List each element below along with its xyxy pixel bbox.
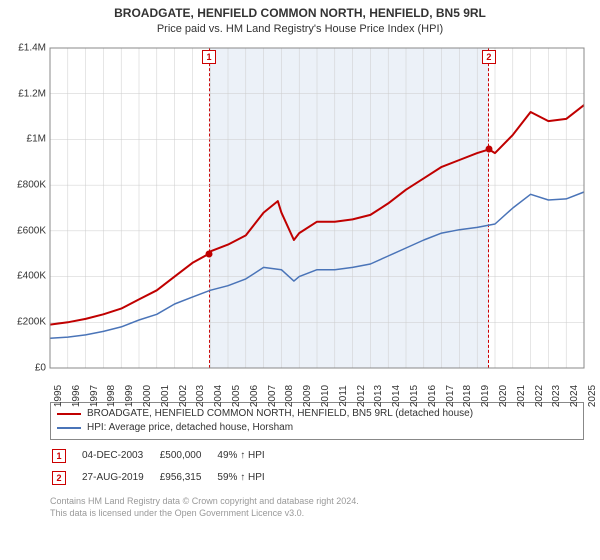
marker-pct: 59% ↑ HPI — [217, 468, 278, 488]
x-axis-label: 1999 — [124, 385, 135, 407]
marker-price: £956,315 — [160, 468, 216, 488]
legend-row: HPI: Average price, detached house, Hors… — [57, 421, 577, 435]
x-axis-label: 2012 — [356, 385, 367, 407]
x-axis-label: 2024 — [569, 385, 580, 407]
x-axis-label: 2016 — [427, 385, 438, 407]
marker-number-box: 1 — [52, 449, 66, 463]
y-axis-label: £800K — [8, 180, 46, 191]
marker-price: £500,000 — [160, 446, 216, 466]
x-axis-label: 2014 — [391, 385, 402, 407]
x-axis-label: 2003 — [195, 385, 206, 407]
x-axis-label: 2006 — [249, 385, 260, 407]
y-axis-label: £600K — [8, 225, 46, 236]
legend: BROADGATE, HENFIELD COMMON NORTH, HENFIE… — [50, 402, 584, 440]
x-axis-label: 2019 — [480, 385, 491, 407]
x-axis-label: 2009 — [302, 385, 313, 407]
x-axis-label: 2013 — [373, 385, 384, 407]
marker-pct: 49% ↑ HPI — [217, 446, 278, 466]
marker-table: 1 04-DEC-2003£500,00049% ↑ HPI 2 27-AUG-201… — [50, 444, 281, 490]
y-axis-label: £400K — [8, 271, 46, 282]
table-row: 2 27-AUG-2019£956,31559% ↑ HPI — [52, 468, 279, 488]
callout-marker: 2 — [482, 50, 496, 64]
legend-row: BROADGATE, HENFIELD COMMON NORTH, HENFIE… — [57, 407, 577, 421]
x-axis-label: 2018 — [462, 385, 473, 407]
y-axis-label: £0 — [8, 362, 46, 373]
x-axis-label: 2005 — [231, 385, 242, 407]
legend-label: HPI: Average price, detached house, Hors… — [87, 422, 293, 433]
x-axis-label: 1996 — [71, 385, 82, 407]
x-axis-label: 2010 — [320, 385, 331, 407]
marker-date: 04-DEC-2003 — [82, 446, 158, 466]
x-axis-label: 2001 — [160, 385, 171, 407]
legend-swatch — [57, 413, 81, 415]
x-axis-label: 1997 — [89, 385, 100, 407]
y-axis-label: £200K — [8, 317, 46, 328]
x-axis-label: 2025 — [587, 385, 598, 407]
callout-marker: 1 — [202, 50, 216, 64]
x-axis-label: 2015 — [409, 385, 420, 407]
x-axis-label: 1998 — [106, 385, 117, 407]
data-point — [485, 146, 492, 153]
plot-svg — [50, 48, 584, 368]
x-axis-label: 2002 — [178, 385, 189, 407]
plot-area: 12 — [50, 48, 584, 368]
x-axis-label: 2021 — [516, 385, 527, 407]
x-axis-label: 2017 — [445, 385, 456, 407]
marker-date: 27-AUG-2019 — [82, 468, 158, 488]
table-row: 1 04-DEC-2003£500,00049% ↑ HPI — [52, 446, 279, 466]
x-axis-label: 2011 — [338, 385, 349, 407]
x-axis-label: 2000 — [142, 385, 153, 407]
plot-outer: 12 £0£200K£400K£600K£800K£1M£1.2M£1.4M 1… — [8, 40, 592, 400]
x-axis-label: 2022 — [534, 385, 545, 407]
footer-line-2: This data is licensed under the Open Gov… — [50, 508, 584, 520]
legend-label: BROADGATE, HENFIELD COMMON NORTH, HENFIE… — [87, 408, 473, 419]
x-axis-label: 2023 — [551, 385, 562, 407]
x-axis-label: 2007 — [267, 385, 278, 407]
x-axis-label: 2004 — [213, 385, 224, 407]
y-axis-label: £1.2M — [8, 88, 46, 99]
y-axis-label: £1.4M — [8, 42, 46, 53]
x-axis-label: 2020 — [498, 385, 509, 407]
data-point — [205, 250, 212, 257]
x-axis-label: 2008 — [284, 385, 295, 407]
y-axis-label: £1M — [8, 134, 46, 145]
x-axis-label: 1995 — [53, 385, 64, 407]
legend-swatch — [57, 427, 81, 429]
footer-note: Contains HM Land Registry data © Crown c… — [50, 496, 584, 519]
footer-line-1: Contains HM Land Registry data © Crown c… — [50, 496, 584, 508]
chart-title: BROADGATE, HENFIELD COMMON NORTH, HENFIE… — [8, 6, 592, 22]
marker-number-box: 2 — [52, 471, 66, 485]
chart-subtitle: Price paid vs. HM Land Registry's House … — [8, 22, 592, 36]
